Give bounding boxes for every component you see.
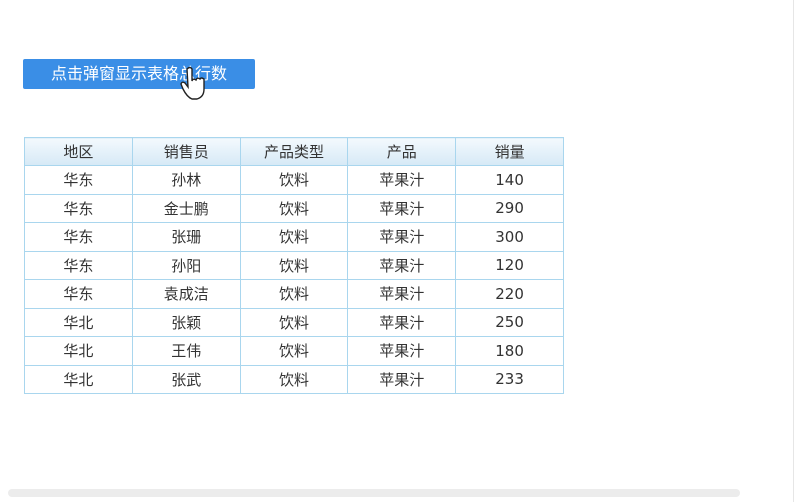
table-cell: 华东 — [24, 250, 133, 280]
table-cell: 290 — [455, 193, 564, 223]
table-cell: 王伟 — [131, 336, 241, 366]
table-cell: 饮料 — [239, 336, 349, 366]
table-cell: 饮料 — [239, 193, 349, 223]
table-cell: 饮料 — [239, 165, 349, 195]
table-cell: 120 — [455, 250, 564, 280]
show-row-count-button[interactable]: 点击弹窗显示表格总行数 — [23, 59, 255, 89]
table-row: 华东 张珊 饮料 苹果汁 300 — [24, 222, 564, 252]
table-cell: 袁成洁 — [131, 279, 241, 309]
table-cell: 饮料 — [239, 364, 349, 394]
column-header: 产品 — [347, 137, 457, 166]
scrollbar[interactable] — [8, 489, 740, 497]
table-cell: 华东 — [24, 279, 133, 309]
table-cell: 250 — [455, 307, 564, 337]
table-cell: 张珊 — [131, 222, 241, 252]
table-cell: 220 — [455, 279, 564, 309]
table-cell: 苹果汁 — [347, 279, 457, 309]
table-cell: 华东 — [24, 222, 133, 252]
table-row: 华东 金士鹏 饮料 苹果汁 290 — [24, 193, 564, 223]
table-cell: 张颖 — [131, 307, 241, 337]
table-cell: 苹果汁 — [347, 364, 457, 394]
header-row: 地区 销售员 产品类型 产品 销量 — [24, 137, 564, 166]
table-cell: 苹果汁 — [347, 307, 457, 337]
column-header: 地区 — [24, 137, 133, 166]
table-cell: 苹果汁 — [347, 193, 457, 223]
table-cell: 饮料 — [239, 279, 349, 309]
table-cell: 华东 — [24, 193, 133, 223]
table-cell: 苹果汁 — [347, 165, 457, 195]
table-row: 华北 张颖 饮料 苹果汁 250 — [24, 307, 564, 337]
table-cell: 华北 — [24, 364, 133, 394]
table-cell: 孙林 — [131, 165, 241, 195]
table-cell: 饮料 — [239, 250, 349, 280]
table-cell: 233 — [455, 364, 564, 394]
table-row: 华东 孙阳 饮料 苹果汁 120 — [24, 250, 564, 280]
cursor-icon — [180, 66, 205, 100]
table-container: 地区 销售员 产品类型 产品 销量 华东 孙林 饮料 苹果汁 140 华东 金士鹏 饮料 苹果汁 290 华… — [24, 137, 565, 403]
table-cell: 金士鹏 — [131, 193, 241, 223]
table-cell: 苹果汁 — [347, 250, 457, 280]
table-row: 华东 袁成洁 饮料 苹果汁 220 — [24, 279, 564, 309]
data-table: 地区 销售员 产品类型 产品 销量 华东 孙林 饮料 苹果汁 140 华东 金士鹏 饮料 苹果汁 290 华… — [24, 137, 564, 394]
table-cell: 苹果汁 — [347, 222, 457, 252]
table-cell: 华北 — [24, 336, 133, 366]
table-row: 华东 孙林 饮料 苹果汁 140 — [24, 165, 564, 195]
table-row: 华北 王伟 饮料 苹果汁 180 — [24, 336, 564, 366]
column-header: 产品类型 — [239, 137, 349, 166]
table-cell: 140 — [455, 165, 564, 195]
table-cell: 300 — [455, 222, 564, 252]
table-cell: 华北 — [24, 307, 133, 337]
table-cell: 苹果汁 — [347, 336, 457, 366]
table-cell: 180 — [455, 336, 564, 366]
column-header: 销量 — [455, 137, 564, 166]
table-row: 华北 张武 饮料 苹果汁 233 — [24, 364, 564, 394]
column-header: 销售员 — [131, 137, 241, 166]
table-cell: 饮料 — [239, 222, 349, 252]
table-cell: 华东 — [24, 165, 133, 195]
table-cell: 张武 — [131, 364, 241, 394]
edge-line — [793, 0, 794, 502]
table-cell: 饮料 — [239, 307, 349, 337]
table-cell: 孙阳 — [131, 250, 241, 280]
